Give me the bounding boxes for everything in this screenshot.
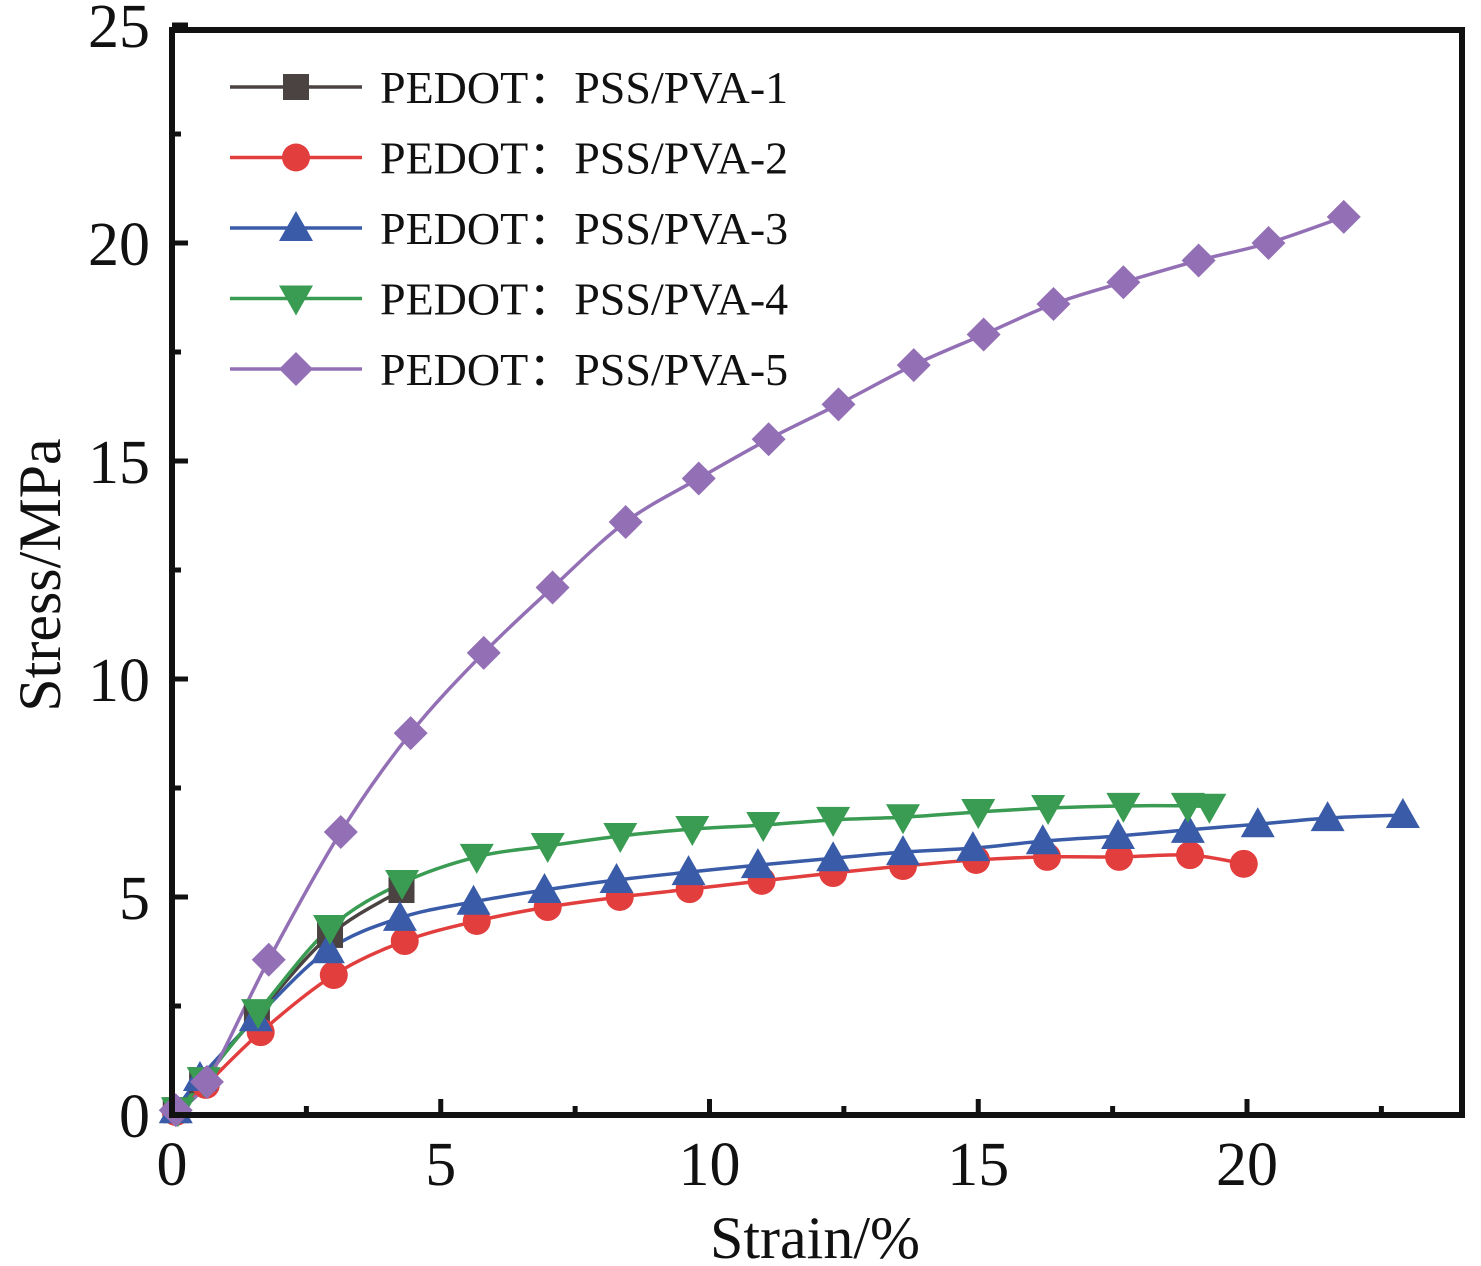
- data-point-series-3: [456, 884, 491, 915]
- data-point-series-3: [740, 848, 775, 879]
- data-point-series-4: [816, 806, 851, 837]
- data-point-series-5: [158, 1093, 193, 1128]
- data-point-series-3: [310, 933, 345, 964]
- series-markers: [158, 199, 1420, 1128]
- data-point-series-3: [527, 873, 562, 904]
- data-point-series-3: [1025, 824, 1060, 855]
- data-point-series-3: [599, 862, 634, 893]
- data-point-series-2: [1105, 842, 1134, 871]
- legend-label-1: PEDOT：PSS/PVA-1: [380, 62, 788, 113]
- data-point-series-5: [1326, 199, 1361, 234]
- y-tick-label: 5: [119, 865, 150, 933]
- legend-label-3: PEDOT：PSS/PVA-3: [380, 203, 788, 254]
- data-point-series-4: [385, 870, 420, 901]
- data-point-series-4: [1031, 795, 1066, 826]
- data-point-series-2: [1229, 849, 1258, 878]
- x-axis-title: Strain/%: [710, 1205, 920, 1266]
- series-lines: [174, 215, 1403, 1114]
- y-tick-label: 15: [88, 429, 150, 497]
- axis-ticks: [169, 22, 1384, 1118]
- data-point-series-5: [1106, 265, 1141, 300]
- data-point-series-3: [955, 831, 990, 862]
- data-point-series-5: [466, 635, 501, 670]
- plot-frame: [169, 27, 1465, 1118]
- y-tick-label: 25: [88, 0, 150, 61]
- y-tick-label: 20: [88, 211, 150, 279]
- y-axis-title: Stress/MPa: [7, 438, 73, 711]
- y-tick-label: 10: [88, 647, 150, 715]
- data-point-series-4: [603, 822, 638, 853]
- legend-marker-5: [279, 352, 313, 386]
- data-point-series-4: [313, 914, 348, 945]
- x-tick-label: 10: [679, 1131, 741, 1199]
- data-point-series-3: [1310, 801, 1345, 832]
- data-point-series-5: [966, 317, 1001, 352]
- data-point-series-4: [675, 815, 710, 846]
- legend-label-4: PEDOT：PSS/PVA-4: [380, 274, 788, 325]
- data-point-series-5: [251, 942, 286, 977]
- data-point-series-5: [189, 1064, 224, 1099]
- data-point-series-2: [1176, 841, 1205, 870]
- data-point-series-5: [323, 815, 358, 850]
- data-point-series-3: [886, 835, 920, 866]
- data-point-series-2: [319, 961, 348, 990]
- x-tick-label: 0: [157, 1131, 188, 1199]
- data-point-series-5: [821, 387, 856, 422]
- axis-tick-labels: 0 5 10 15 20 0 5 10 15 20 25: [88, 0, 1278, 1199]
- legend-marker-4: [279, 285, 313, 316]
- data-point-series-4: [459, 843, 494, 874]
- data-point-series-4: [241, 999, 275, 1030]
- data-point-series-5: [1036, 287, 1071, 322]
- data-point-series-3: [816, 841, 851, 872]
- legend-marker-1: [283, 74, 309, 100]
- legend-marker-3: [279, 211, 313, 241]
- legend-label-5: PEDOT：PSS/PVA-5: [380, 344, 788, 395]
- data-point-series-4: [1106, 792, 1141, 823]
- data-point-series-4: [530, 832, 565, 863]
- data-point-series-3: [1101, 818, 1135, 849]
- data-point-series-3: [1240, 807, 1275, 838]
- x-tick-label: 15: [947, 1131, 1009, 1199]
- data-point-series-5: [751, 422, 786, 457]
- x-tick-label: 20: [1216, 1131, 1278, 1199]
- data-point-series-5: [681, 461, 716, 496]
- legend-marker-2: [282, 143, 310, 172]
- data-point-series-5: [1251, 226, 1286, 260]
- data-point-series-4: [1192, 793, 1227, 824]
- data-point-series-5: [535, 570, 570, 605]
- x-tick-label: 5: [425, 1131, 456, 1199]
- data-point-series-4: [961, 798, 996, 829]
- legend-label-2: PEDOT：PSS/PVA-2: [380, 133, 788, 184]
- data-point-series-3: [1170, 812, 1205, 843]
- data-point-series-2: [390, 927, 419, 956]
- data-point-series-5: [393, 716, 428, 751]
- data-point-series-5: [896, 348, 931, 383]
- data-point-series-4: [746, 812, 781, 843]
- data-point-series-5: [608, 505, 643, 540]
- y-tick-label: 0: [119, 1083, 150, 1151]
- data-point-series-3: [671, 855, 706, 886]
- data-point-series-4: [886, 804, 920, 835]
- legend: PEDOT：PSS/PVA-1 PEDOT：PSS/PVA-2 PEDOT：PSS/…: [230, 62, 788, 395]
- data-point-series-5: [1181, 243, 1216, 278]
- data-point-series-3: [382, 900, 417, 931]
- data-point-series-3: [1385, 798, 1420, 829]
